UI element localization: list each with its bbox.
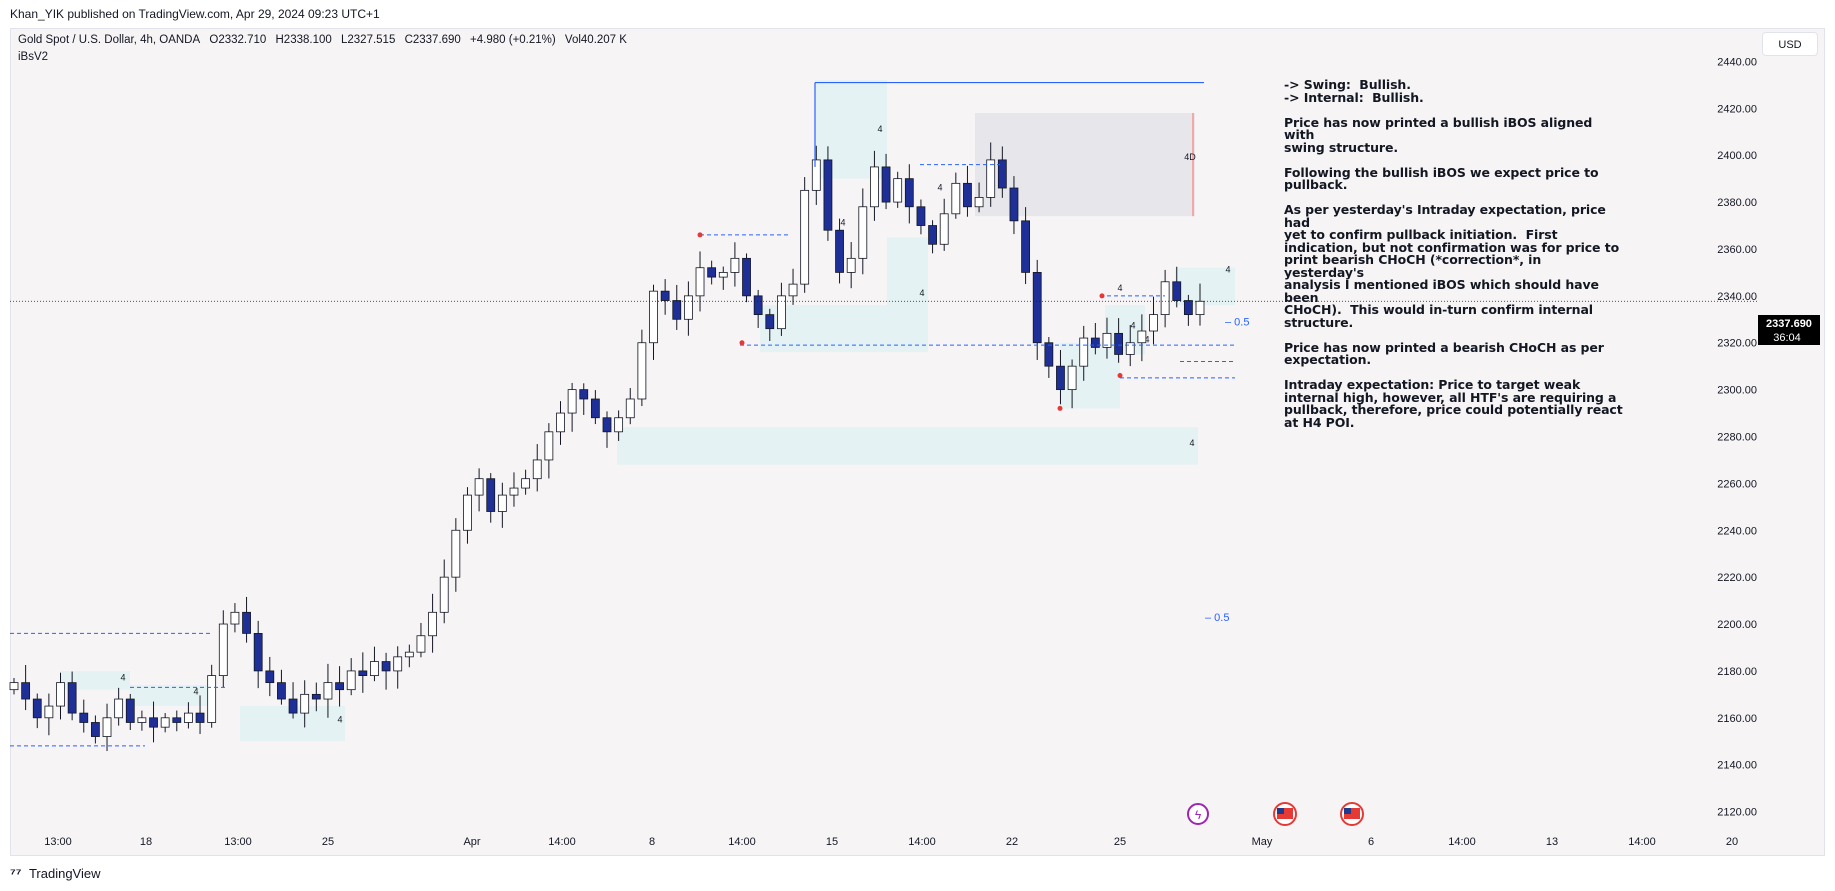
symbol-label[interactable]: Gold Spot / U.S. Dollar, 4h, OANDA: [18, 34, 201, 46]
close-value: C2337.690: [404, 34, 461, 46]
currency-button[interactable]: USD: [1762, 32, 1818, 56]
volume-value: Vol40.207 K: [564, 34, 627, 46]
ohlc-legend: Gold Spot / U.S. Dollar, 4h, OANDA O2332…: [18, 34, 633, 46]
high-value: H2338.100: [275, 34, 332, 46]
tradingview-logo-icon[interactable]: ⁷⁷: [10, 865, 22, 881]
change-value: +4.980 (+0.21%): [470, 34, 556, 46]
footer: ⁷⁷ TradingView: [0, 856, 1835, 891]
open-value: O2332.710: [209, 34, 267, 46]
analysis-annotation: -> Swing: Bullish. -> Internal: Bullish.…: [1284, 77, 1623, 430]
publisher-line: Khan_YIK published on TradingView.com, A…: [10, 7, 380, 21]
footer-brand[interactable]: TradingView: [28, 866, 101, 881]
low-value: L2327.515: [340, 34, 396, 46]
indicator-label[interactable]: iBsV2: [18, 51, 49, 63]
